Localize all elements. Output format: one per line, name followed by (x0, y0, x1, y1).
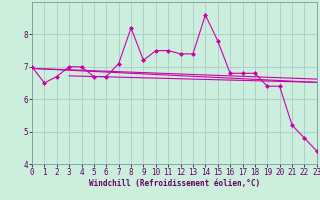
X-axis label: Windchill (Refroidissement éolien,°C): Windchill (Refroidissement éolien,°C) (89, 179, 260, 188)
